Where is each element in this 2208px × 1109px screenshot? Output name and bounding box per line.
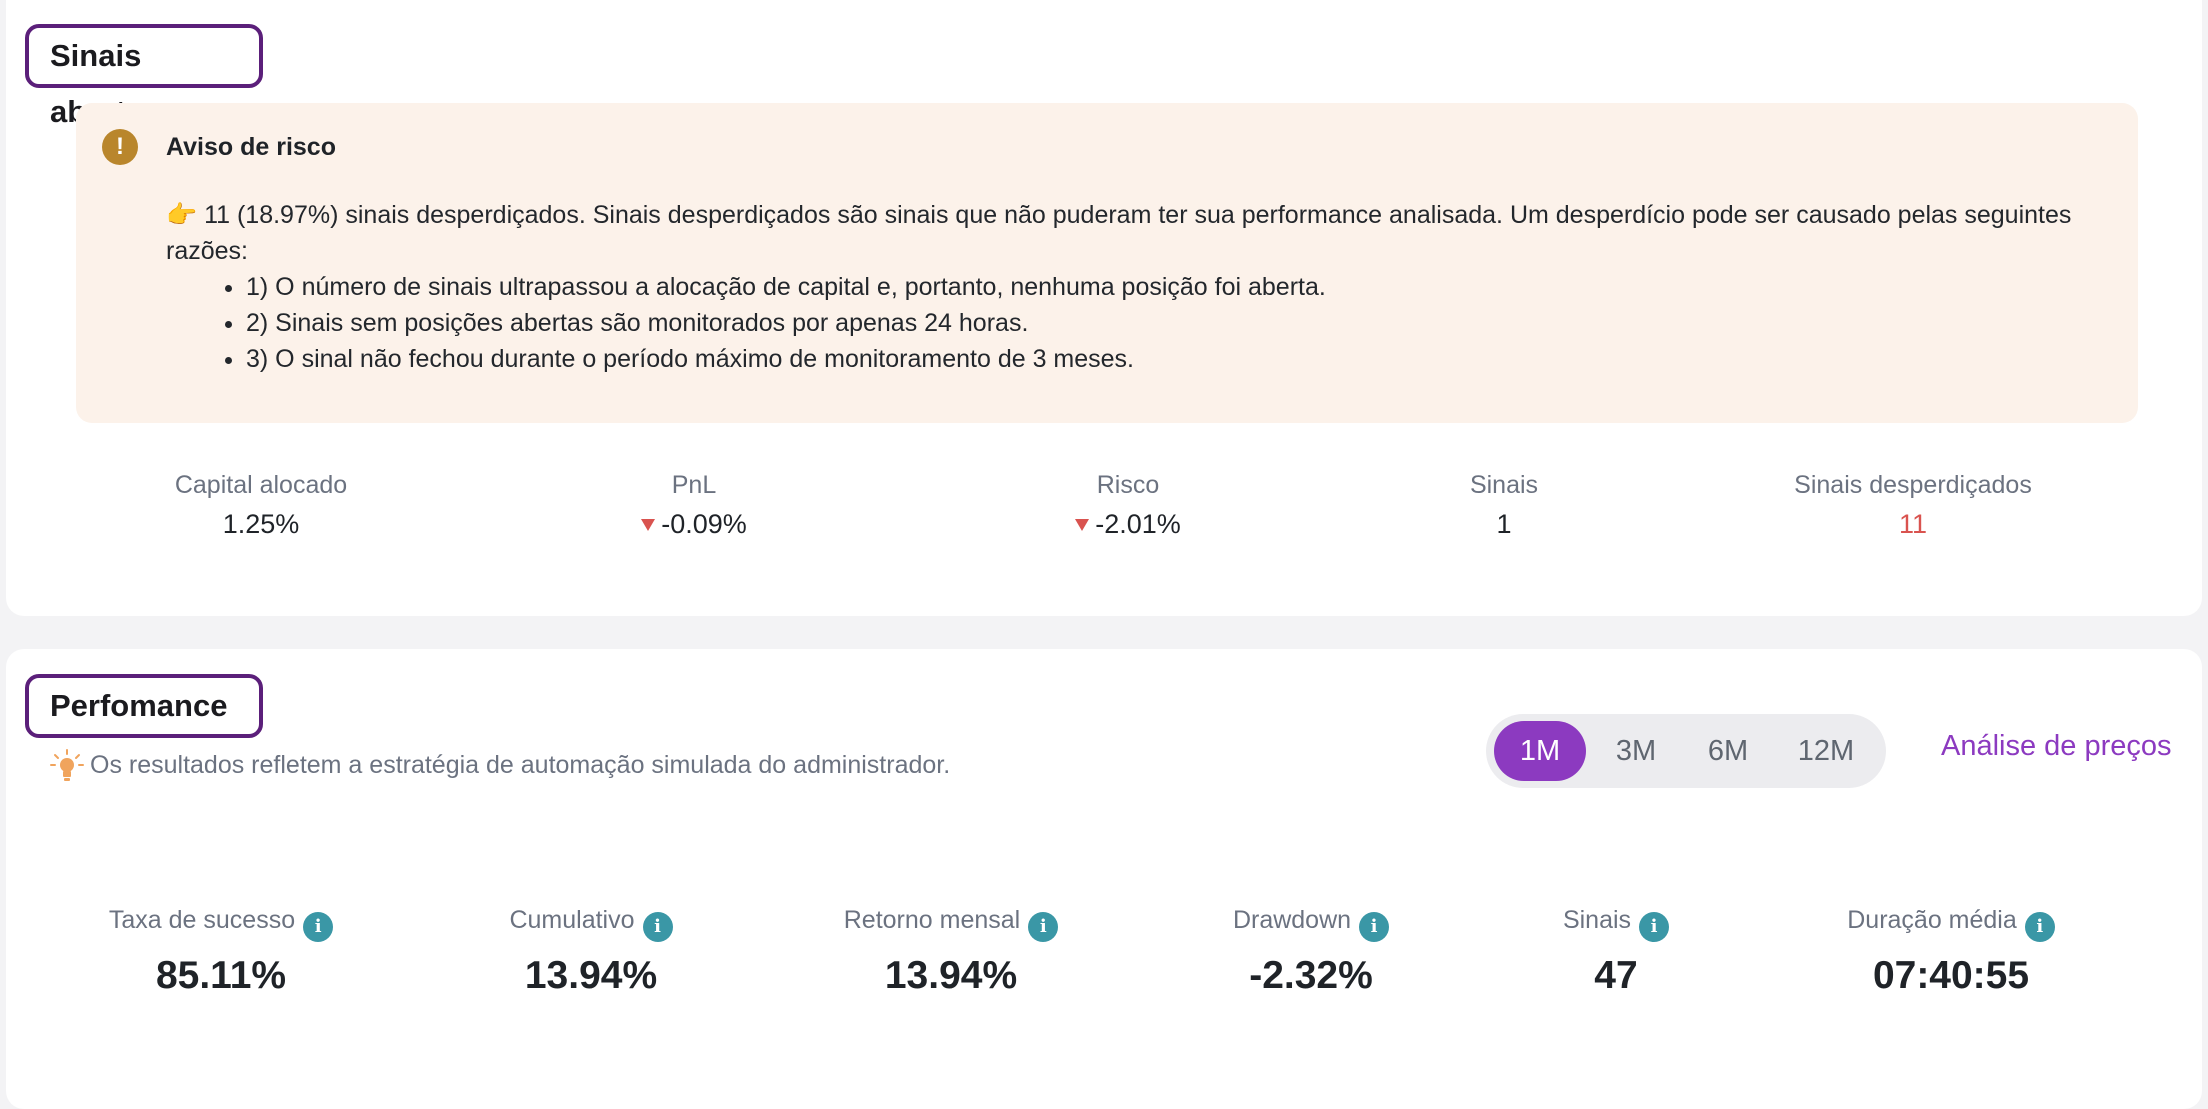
open-signals-title: Sinais abertos: [25, 24, 263, 129]
metric-value: 13.94%: [884, 954, 1018, 997]
stat-value: 1.25%: [222, 509, 300, 539]
exclamation-icon: !: [102, 129, 138, 165]
metric-signals: Sinais i 47: [1466, 903, 1766, 998]
stat-pnl: PnL -0.09%: [524, 470, 864, 541]
metric-value: 47: [1594, 954, 1638, 997]
info-icon[interactable]: i: [303, 912, 334, 942]
stat-label: Sinais: [1469, 471, 1539, 499]
metric-drawdown: Drawdown i -2.32%: [1156, 903, 1466, 998]
stat-signals: Sinais 1: [1334, 470, 1674, 541]
stat-label: Sinais desperdiçados: [1794, 471, 2032, 499]
lightbulb-icon: [50, 749, 84, 782]
period-1m-button[interactable]: 1M: [1494, 721, 1586, 781]
stat-label: Capital alocado: [174, 471, 348, 499]
metric-label: Cumulativo: [509, 906, 635, 934]
metric-value: -2.32%: [1249, 954, 1373, 997]
stat-value: 11: [1898, 509, 1928, 539]
info-icon[interactable]: i: [642, 912, 673, 942]
period-12m-button[interactable]: 12M: [1797, 735, 1855, 767]
metric-value: 07:40:55: [1872, 954, 2030, 997]
metric-average-duration: Duração média i 07:40:55: [1796, 903, 2106, 998]
metric-success-rate: Taxa de sucesso i 85.11%: [66, 903, 376, 998]
info-icon[interactable]: i: [1028, 912, 1059, 942]
stat-allocated-capital: Capital alocado 1.25%: [91, 470, 431, 541]
period-3m-button[interactable]: 3M: [1615, 735, 1657, 767]
stat-value-row: -2.01%: [958, 507, 1298, 541]
stat-risk: Risco -2.01%: [958, 470, 1298, 541]
info-icon[interactable]: i: [2024, 912, 2055, 942]
down-arrow-icon: [1075, 519, 1090, 531]
risk-warning: ! Aviso de risco 👉 11 (18.97%) sinais de…: [76, 103, 2138, 423]
open-signals-card: Sinais abertos ! Aviso de risco 👉 11 (18…: [6, 0, 2202, 616]
metric-label-row: Sinais i: [1466, 903, 1766, 942]
performance-hint: Os resultados refletem a estratégia de a…: [50, 748, 950, 783]
performance-card: Perfomance Os resultados refletem a estr…: [6, 649, 2202, 1109]
hint-text: Os resultados refletem a estratégia de a…: [90, 751, 951, 779]
period-selector: 1M 3M 6M 12M: [1486, 714, 1886, 788]
metric-label: Taxa de sucesso: [108, 906, 296, 934]
metric-label-row: Retorno mensal i: [796, 903, 1106, 942]
metric-monthly-return: Retorno mensal i 13.94%: [796, 903, 1106, 998]
metric-label-row: Drawdown i: [1156, 903, 1466, 942]
stat-label: Risco: [1096, 471, 1160, 499]
stat-value: -2.01%: [1095, 509, 1181, 539]
reasons-list: 1) O número de sinais ultrapassou a aloc…: [166, 269, 2086, 377]
info-icon[interactable]: i: [1359, 912, 1390, 942]
performance-title: Perfomance: [25, 674, 263, 738]
down-arrow-icon: [641, 519, 656, 531]
metric-value: 85.11%: [155, 954, 287, 997]
stat-value: 1: [1496, 509, 1512, 539]
metric-label-row: Cumulativo i: [436, 903, 746, 942]
metric-label-row: Taxa de sucesso i: [66, 903, 376, 942]
risk-warning-body: 👉 11 (18.97%) sinais desperdiçados. Sina…: [166, 197, 2086, 377]
price-analysis-link[interactable]: Análise de preços: [1941, 730, 2172, 762]
metric-label-row: Duração média i: [1796, 903, 2106, 942]
risk-warning-title: Aviso de risco: [166, 133, 336, 161]
period-6m-button[interactable]: 6M: [1707, 735, 1749, 767]
stat-label: PnL: [671, 471, 717, 499]
risk-warning-intro: 👉 11 (18.97%) sinais desperdiçados. Sina…: [166, 201, 2072, 265]
metric-label: Sinais: [1562, 906, 1632, 934]
reason-item: 1) O número de sinais ultrapassou a aloc…: [246, 269, 2086, 305]
stat-value: -0.09%: [661, 509, 747, 539]
metric-label: Retorno mensal: [843, 906, 1021, 934]
metric-label: Duração média: [1847, 906, 2017, 934]
stat-value-row: -0.09%: [524, 507, 864, 541]
metric-label: Drawdown: [1232, 906, 1352, 934]
reason-item: 3) O sinal não fechou durante o período …: [246, 341, 2086, 377]
info-icon[interactable]: i: [1639, 912, 1670, 942]
metric-cumulative: Cumulativo i 13.94%: [436, 903, 746, 998]
reason-item: 2) Sinais sem posições abertas são monit…: [246, 305, 2086, 341]
metric-value: 13.94%: [524, 954, 658, 997]
stat-wasted-signals: Sinais desperdiçados 11: [1743, 470, 2083, 541]
